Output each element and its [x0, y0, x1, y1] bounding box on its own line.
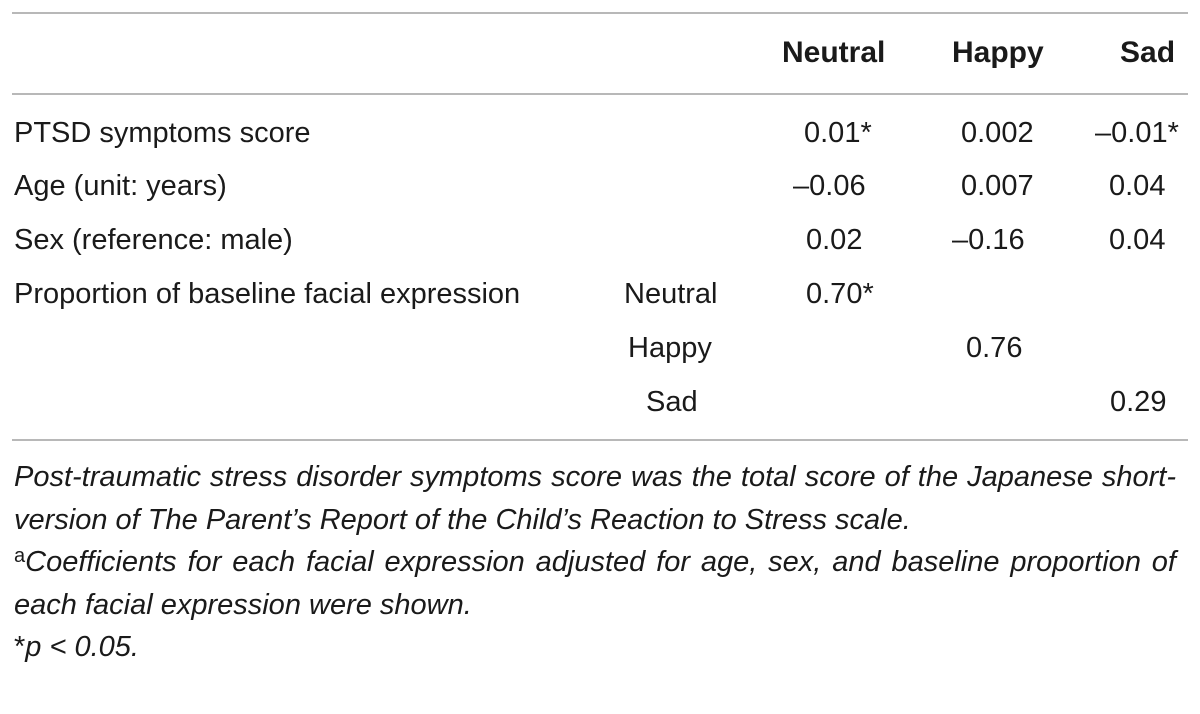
footnote-a-text: Coefficients for each facial expression … [14, 546, 1176, 621]
footnote-star-marker: * [14, 631, 26, 663]
cell-age-sad: 0.04 [1109, 170, 1166, 202]
cell-baseline-neutral: 0.70* [806, 278, 874, 310]
cell-ptsd-neutral: 0.01* [804, 117, 872, 149]
cell-ptsd-sad: –0.01* [1095, 117, 1179, 149]
cell-sex-sad: 0.04 [1109, 224, 1166, 256]
cell-baseline-happy: 0.76 [966, 332, 1023, 364]
table-top-rule [12, 12, 1188, 14]
footnote-significance-text: p < 0.05. [25, 631, 139, 663]
table-footnotes: Post-traumatic stress disorder symptoms … [14, 456, 1176, 669]
row-label-age: Age (unit: years) [14, 170, 227, 202]
column-header-sad: Sad [1120, 36, 1176, 69]
cell-age-neutral: –0.06 [793, 170, 866, 202]
cell-ptsd-happy: 0.002 [961, 117, 1034, 149]
row-label-proportion: Proportion of baseline facial expression [14, 278, 521, 310]
footnote-ptsd: Post-traumatic stress disorder symptoms … [14, 461, 1176, 536]
column-header-happy: Happy [952, 36, 1044, 69]
row-label-sex: Sex (reference: male) [14, 224, 293, 256]
footnote-a: aCoefficients for each facial expression… [14, 541, 1176, 626]
table-bottom-rule [12, 439, 1188, 441]
row-sublabel-sad: Sad [646, 386, 698, 418]
cell-age-happy: 0.007 [961, 170, 1034, 202]
footnote-significance: *p < 0.05. [14, 626, 1176, 669]
cell-sex-happy: –0.16 [952, 224, 1025, 256]
footnote-a-marker: a [14, 545, 26, 567]
row-label-ptsd: PTSD symptoms score [14, 117, 311, 149]
cell-baseline-sad: 0.29 [1110, 386, 1167, 418]
row-sublabel-happy: Happy [628, 332, 712, 364]
cell-sex-neutral: 0.02 [806, 224, 863, 256]
header-rule [12, 93, 1188, 95]
column-header-neutral: Neutral [782, 36, 886, 69]
row-sublabel-neutral: Neutral [624, 278, 718, 310]
